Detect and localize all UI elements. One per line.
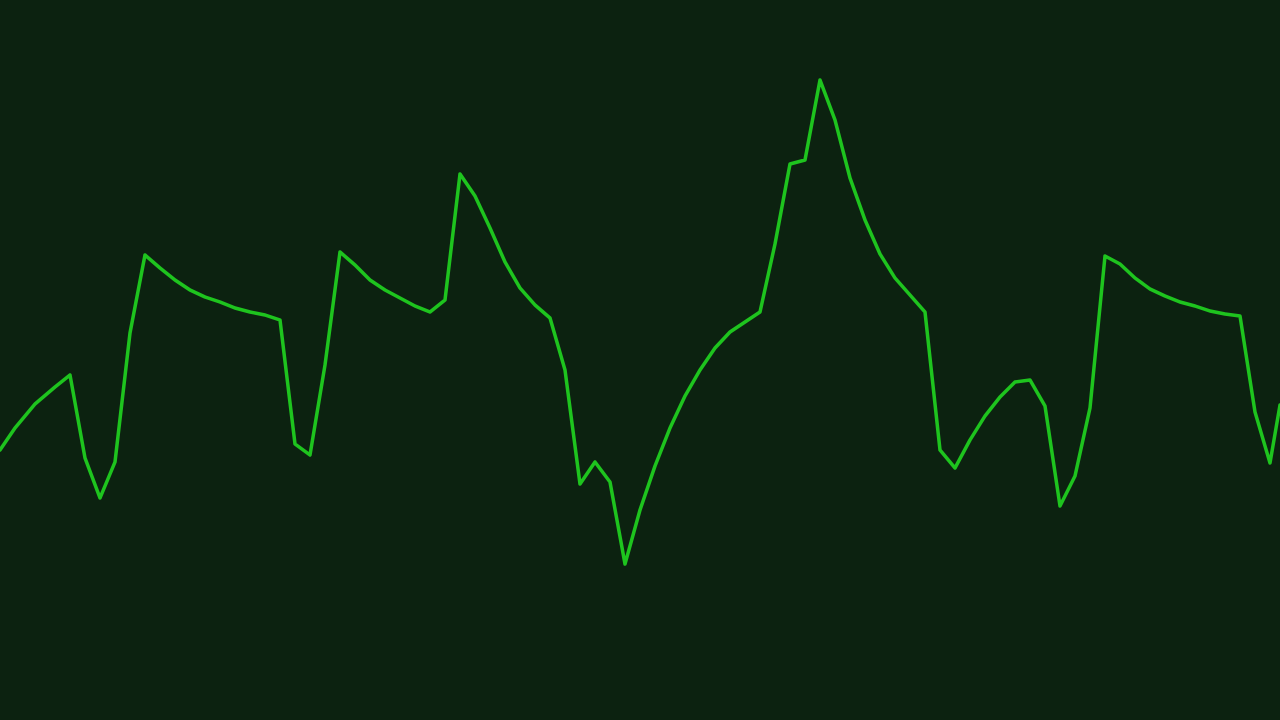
series-line-0 bbox=[0, 78, 1280, 566]
plot-area bbox=[0, 78, 1280, 566]
